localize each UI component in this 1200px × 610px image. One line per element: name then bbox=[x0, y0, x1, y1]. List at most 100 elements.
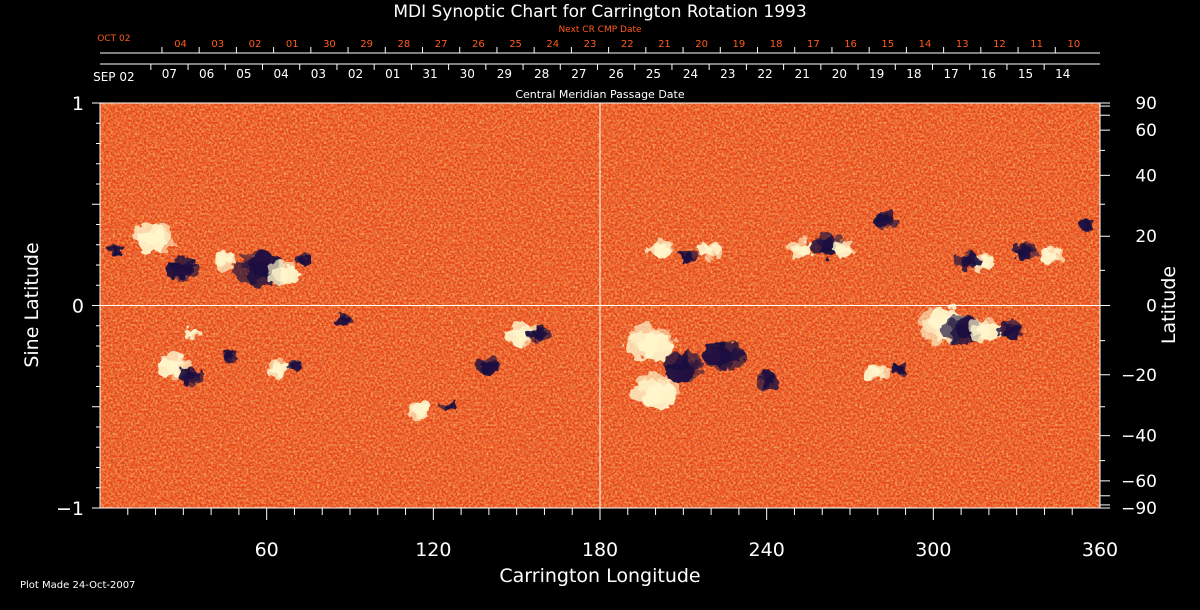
next-cmp-date-label: 18 bbox=[770, 39, 783, 50]
x-axis-label: Carrington Longitude bbox=[499, 565, 700, 587]
cmp-date-label: 30 bbox=[460, 67, 475, 81]
next-cmp-date-label: 16 bbox=[844, 39, 857, 50]
cmp-date-label: 26 bbox=[608, 67, 623, 81]
cmp-date-label: 14 bbox=[1055, 67, 1070, 81]
active-region-positive bbox=[408, 401, 432, 420]
cmp-date-label: 05 bbox=[236, 67, 251, 81]
region-blob bbox=[213, 254, 228, 267]
y-axis-label-right: Latitude bbox=[1158, 266, 1180, 344]
region-blob bbox=[658, 243, 673, 255]
x-tick-label: 180 bbox=[582, 539, 618, 561]
cmp-date-label: 03 bbox=[311, 67, 326, 81]
y-tick-label-right: −20 bbox=[1121, 366, 1157, 386]
active-regions bbox=[106, 210, 1094, 420]
active-region-negative bbox=[336, 313, 352, 326]
y-tick-label-right: 90 bbox=[1135, 94, 1157, 114]
next-cmp-date-label: 30 bbox=[323, 39, 336, 50]
active-region-positive bbox=[864, 362, 890, 382]
active-region-negative bbox=[756, 370, 779, 389]
active-region-negative bbox=[220, 349, 237, 363]
region-blob bbox=[486, 361, 501, 373]
region-blob bbox=[877, 217, 892, 230]
next-cmp-date-label: 17 bbox=[807, 39, 820, 50]
y-axis-label-left: Sine Latitude bbox=[21, 242, 43, 367]
active-region-positive bbox=[788, 240, 814, 259]
active-region-negative bbox=[998, 320, 1023, 340]
active-region-positive bbox=[267, 261, 301, 286]
active-region-negative bbox=[294, 252, 311, 266]
region-blob bbox=[341, 318, 350, 326]
region-blob bbox=[1045, 252, 1060, 264]
region-blob bbox=[960, 252, 975, 264]
x-axis: 60 120 180 240 300 360 bbox=[127, 508, 1118, 561]
cmp-date-label: 01 bbox=[385, 67, 400, 81]
active-region-negative bbox=[891, 364, 908, 376]
next-cmp-date-label: 21 bbox=[658, 39, 671, 50]
region-blob bbox=[978, 318, 998, 335]
region-blob bbox=[301, 255, 310, 263]
y-tick-label-right: −40 bbox=[1121, 427, 1157, 447]
region-blob bbox=[188, 332, 197, 340]
y-axis-right: 90 60 40 20 0 −20 −40 −60 −90 bbox=[1100, 94, 1157, 519]
cmp-date-label: 28 bbox=[534, 67, 549, 81]
region-blob bbox=[948, 314, 974, 335]
region-blob bbox=[702, 248, 717, 260]
y-tick-label-right: 0 bbox=[1146, 297, 1157, 317]
region-blob bbox=[706, 349, 732, 370]
region-blob bbox=[241, 250, 272, 275]
y-tick-label-right: 60 bbox=[1135, 121, 1157, 141]
active-region-negative bbox=[525, 324, 551, 343]
cmp-date-label: 19 bbox=[869, 67, 884, 81]
cmp-date-label: 06 bbox=[199, 67, 214, 81]
active-region-negative bbox=[233, 250, 284, 288]
next-cmp-start-label: OCT 02 bbox=[97, 34, 130, 44]
active-region-negative bbox=[704, 341, 744, 371]
cmp-date-label: 31 bbox=[422, 67, 437, 81]
next-cmp-date-label: 26 bbox=[472, 39, 485, 50]
next-cmp-date-label: 20 bbox=[695, 39, 708, 50]
active-region-negative bbox=[286, 360, 303, 373]
region-blob bbox=[1021, 247, 1036, 259]
cmp-date-label: 20 bbox=[832, 67, 847, 81]
active-region-positive bbox=[213, 251, 238, 271]
region-blob bbox=[675, 360, 701, 381]
next-cmp-date-label: 25 bbox=[509, 39, 522, 50]
active-region-positive bbox=[697, 241, 724, 260]
y-axis-left: 1 0 −1 bbox=[56, 93, 100, 520]
cmp-date-label: 17 bbox=[943, 67, 958, 81]
next-cmp-date-label: 15 bbox=[881, 39, 894, 50]
region-blob bbox=[979, 252, 994, 265]
next-cmp-date-label: 11 bbox=[1030, 39, 1043, 50]
active-region-positive bbox=[135, 222, 174, 253]
region-blob bbox=[893, 368, 902, 376]
active-region-positive bbox=[505, 321, 539, 347]
x-tick-label: 120 bbox=[415, 539, 451, 561]
region-blob bbox=[756, 372, 771, 384]
active-region-negative bbox=[954, 252, 980, 271]
active-region-negative bbox=[439, 401, 456, 413]
y-tick-label-right: −60 bbox=[1121, 472, 1157, 492]
next-cmp-date-label: 24 bbox=[546, 39, 559, 50]
plot-made-note: Plot Made 24-Oct-2007 bbox=[20, 580, 136, 591]
region-blob bbox=[277, 261, 298, 278]
cmp-date-label: 16 bbox=[981, 67, 996, 81]
region-blob bbox=[444, 401, 453, 409]
active-region-positive bbox=[968, 318, 1001, 343]
active-region-negative bbox=[476, 357, 501, 377]
cmp-date-label: 23 bbox=[720, 67, 735, 81]
active-region-negative bbox=[106, 243, 123, 255]
cmp-date-label: 21 bbox=[795, 67, 810, 81]
next-cmp-date-label: 23 bbox=[584, 39, 597, 50]
active-region-negative bbox=[663, 352, 703, 382]
y-tick-label-left: −1 bbox=[56, 498, 84, 520]
active-region-positive bbox=[831, 239, 856, 259]
active-region-positive bbox=[185, 327, 202, 340]
active-region-positive bbox=[630, 371, 681, 410]
next-cmp-axis-title: Next CR CMP Date bbox=[558, 25, 642, 35]
region-blob bbox=[870, 369, 885, 382]
region-blob bbox=[148, 230, 174, 251]
next-cmp-date-label: 04 bbox=[174, 39, 187, 50]
next-cmp-date-label: 27 bbox=[435, 39, 448, 50]
active-region-negative bbox=[811, 232, 844, 258]
cmp-date-label: 29 bbox=[497, 67, 512, 81]
